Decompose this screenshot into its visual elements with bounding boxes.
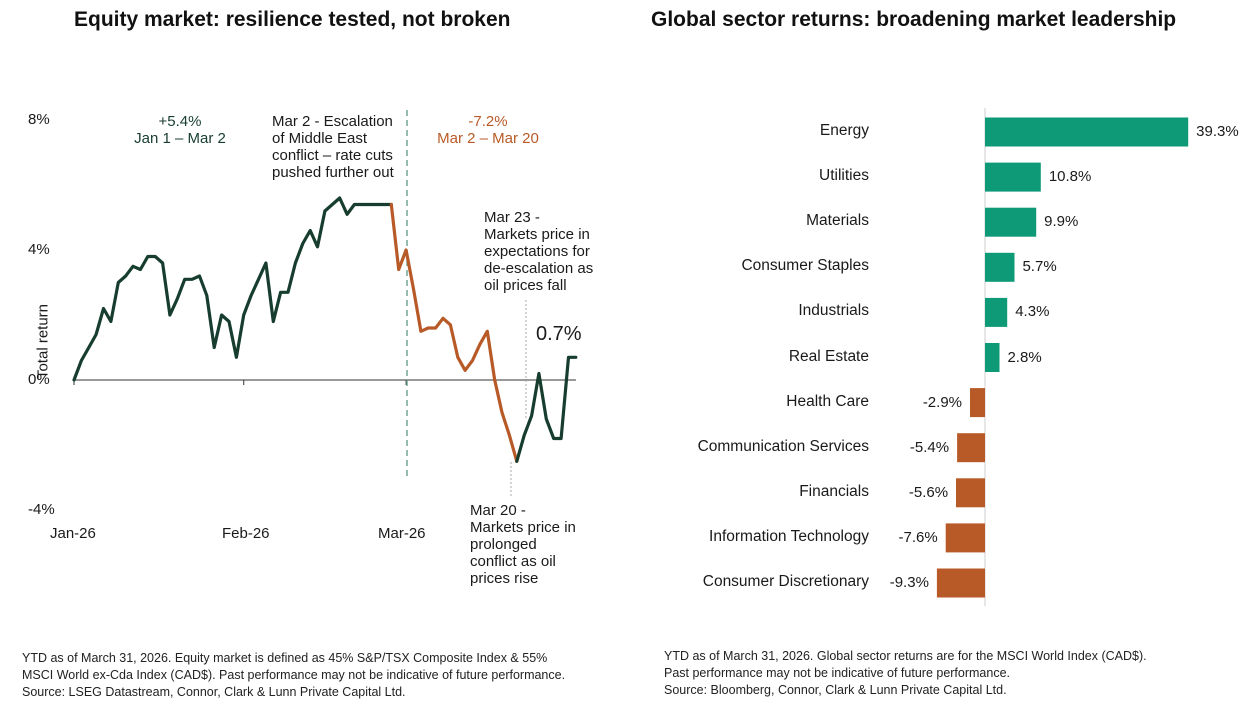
left-chart-title: Equity market: resilience tested, not br… [74, 8, 511, 31]
equity-series-line-1 [72, 196, 393, 382]
annotation-line: pushed further out [272, 164, 394, 181]
y-tick-label: 0% [28, 371, 50, 388]
sector-label: Health Care [786, 392, 869, 410]
sector-label: Communication Services [697, 437, 869, 455]
left-footnote-line: YTD as of March 31, 2026. Equity market … [22, 651, 548, 665]
annotation-line: Jan 1 – Mar 2 [134, 130, 226, 147]
sector-label: Financials [799, 482, 869, 500]
bar-value-label: 2.8% [1007, 348, 1042, 366]
right-footnote-line: Source: Bloomberg, Connor, Clark & Lunn … [664, 683, 1007, 697]
bar-value-label: 39.3% [1196, 123, 1239, 140]
right-footnote: YTD as of March 31, 2026. Global sector … [664, 648, 1224, 699]
sector-label: Consumer Discretionary [702, 573, 869, 590]
sector-label: Energy [819, 122, 869, 139]
y-tick-label: 4% [28, 241, 50, 258]
sector-bar-industrials [985, 297, 1008, 327]
annotation-line: Mar 2 – Mar 20 [437, 130, 539, 147]
sector-label: Utilities [819, 167, 869, 185]
x-tick-label: Jan-26 [50, 525, 96, 542]
bar-value-label: 10.8% [1048, 168, 1092, 186]
sector-label: Materials [806, 212, 869, 230]
left-footnote-line: MSCI World ex-Cda Index (CAD$). Past per… [22, 668, 566, 682]
sector-bar-real-estate [985, 343, 1000, 372]
bar-value-label: 4.3% [1015, 303, 1050, 321]
right-footnote-line: YTD as of March 31, 2026. Global sector … [664, 649, 1147, 663]
y-tick-label: -4% [28, 501, 55, 518]
annotation-line: Mar 23 - [484, 209, 540, 226]
sector-bar-financials [956, 478, 985, 508]
bar-value-label: -7.6% [898, 528, 938, 546]
annotation-line: conflict – rate cuts [272, 147, 393, 164]
sector-label: Industrials [798, 302, 869, 320]
chart-annotation: Mar 20 - Markets price in prolonged conflic… [470, 502, 576, 587]
right-chart-title: Global sector returns: broadening market… [651, 8, 1177, 31]
sector-bar-information-technology [945, 523, 985, 553]
annotation-line: -7.2% [468, 113, 508, 130]
annotation-line: Markets price in [484, 226, 590, 243]
bar-value-label: -9.3% [889, 574, 929, 591]
bar-value-label: 5.7% [1022, 258, 1057, 276]
annotation-line: Mar 20 - [470, 502, 526, 519]
bar-value-label: 9.9% [1044, 213, 1079, 231]
chart-annotation: -7.2% Mar 2 – Mar 20 [433, 113, 543, 147]
annotation-line: Mar 2 - Escalation [272, 113, 393, 130]
annotation-line: prices rise [470, 570, 539, 587]
equity-series-line-3 [515, 355, 578, 463]
y-tick-label: 8% [28, 111, 50, 128]
chart-annotation: Mar 23 - Markets price in expectations for… [484, 209, 593, 294]
sector-bar-materials [985, 207, 1037, 237]
annotation-line: 0.7% [536, 323, 582, 345]
sector-bar-energy [985, 117, 1189, 147]
sector-label: Consumer Staples [741, 257, 869, 275]
chart-annotation: +5.4% Jan 1 – Mar 2 [132, 113, 228, 147]
right-footnote-line: Past performance may not be indicative o… [664, 666, 1011, 680]
x-tick-label: Mar-26 [378, 525, 426, 542]
sector-bar-consumer-discretionary [936, 568, 985, 598]
bar-value-label: -2.9% [922, 393, 962, 411]
annotation-line: of Middle East [272, 130, 368, 147]
annotation-line: expectations for [484, 243, 590, 260]
bar-value-label: -5.4% [909, 438, 950, 456]
sector-bar-communication-services [957, 433, 985, 463]
chart-annotation: 0.7% [536, 323, 582, 345]
annotation-line: Markets price in [470, 519, 576, 536]
annotation-line: +5.4% [158, 113, 202, 130]
sector-bar-consumer-staples [985, 252, 1015, 282]
annotation-line: de-escalation as [484, 260, 594, 277]
equity-series-line-2 [389, 202, 519, 463]
bar-value-label: -5.6% [908, 483, 949, 501]
chart-annotation: Mar 2 - Escalation of Middle East conflict… [272, 113, 394, 181]
x-tick-label: Feb-26 [222, 525, 270, 542]
sector-bar-utilities [985, 162, 1041, 192]
sector-label: Real Estate [788, 347, 869, 365]
annotation-line: conflict as oil [470, 553, 556, 570]
left-footnote-line: Source: LSEG Datastream, Connor, Clark &… [22, 685, 406, 699]
sector-label: Information Technology [709, 527, 869, 545]
sector-bar-health-care [970, 388, 985, 418]
annotation-line: prolonged [470, 536, 537, 553]
annotation-line: oil prices fall [484, 277, 567, 294]
left-footnote: YTD as of March 31, 2026. Equity market … [22, 650, 582, 701]
